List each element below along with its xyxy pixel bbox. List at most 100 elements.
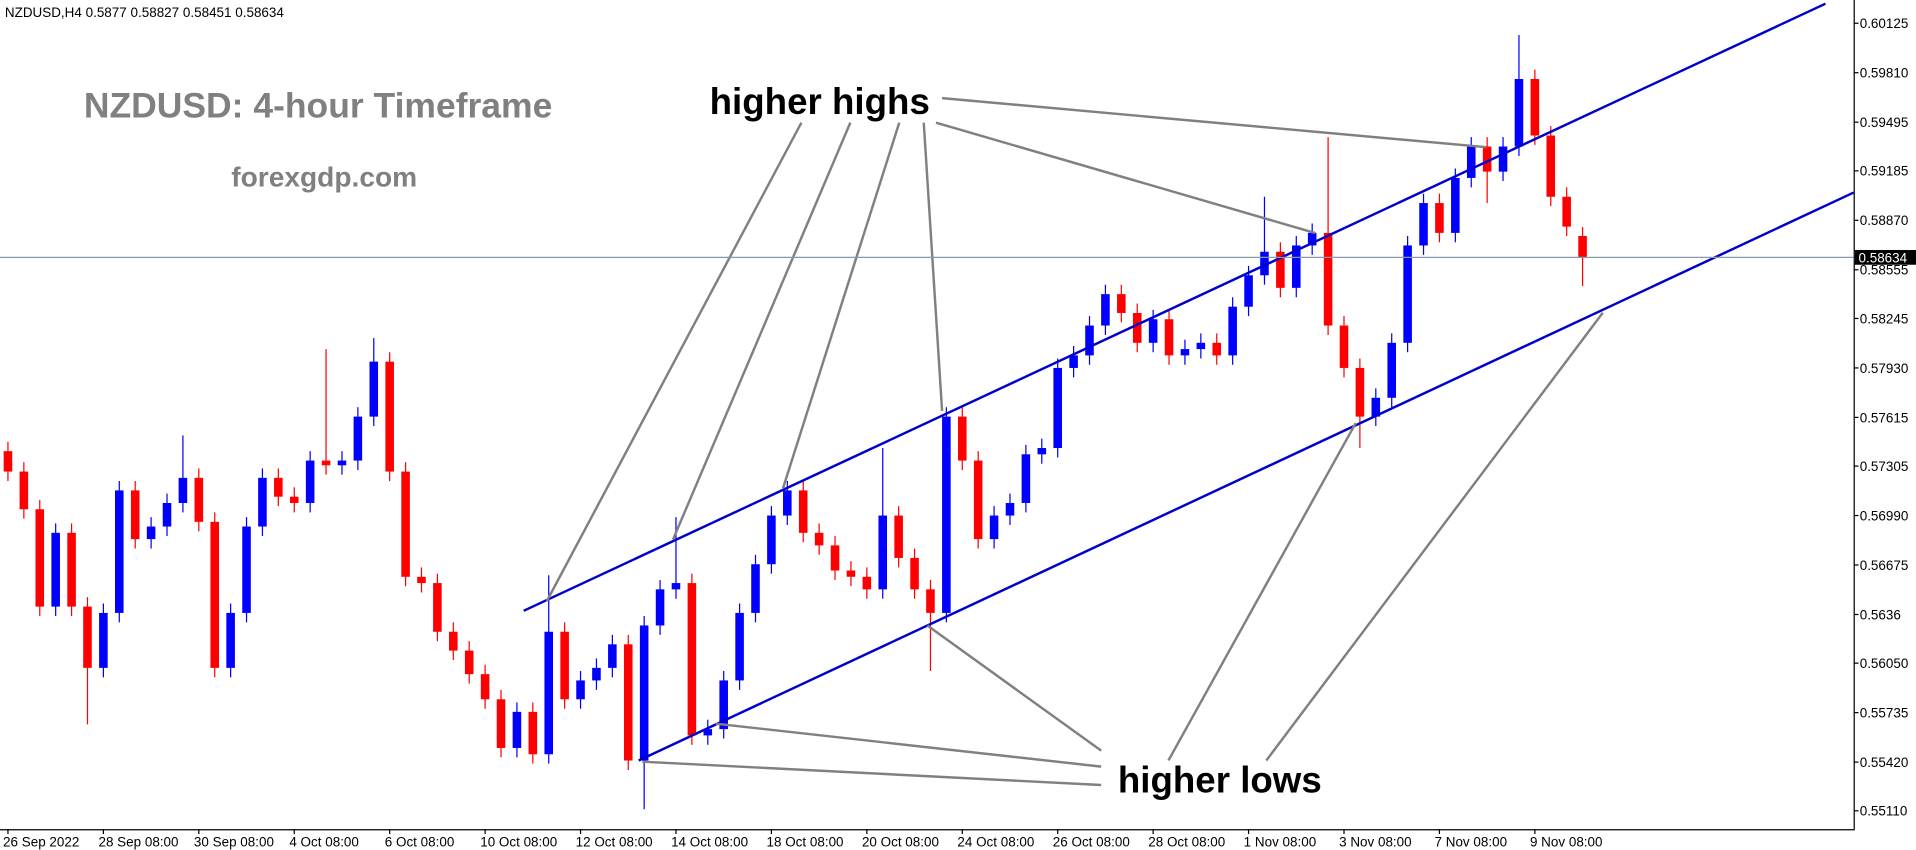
candle-body — [51, 532, 60, 607]
low-price: 0.58451 — [183, 5, 232, 20]
x-tick-label: 18 Oct 08:00 — [767, 834, 844, 849]
symbol-info: NZDUSD,H4 0.5877 0.58827 0.58451 0.58634 — [5, 5, 285, 20]
candle-body — [289, 496, 299, 503]
pointer-line — [1167, 422, 1357, 762]
y-tick-label: 0.57930 — [1860, 361, 1909, 376]
candle-body — [1466, 146, 1476, 178]
candle-body — [1435, 203, 1444, 233]
pointer-line — [545, 122, 803, 602]
x-tick-label: 7 Nov 08:00 — [1435, 834, 1508, 849]
pointer-line — [922, 122, 944, 411]
candle-body — [655, 589, 665, 626]
candle-body — [1514, 78, 1524, 147]
upper-channel-line — [523, 2, 1826, 612]
candle-body — [35, 509, 45, 607]
x-tick-label: 3 Nov 08:00 — [1339, 834, 1412, 849]
candle-body — [1260, 251, 1269, 276]
y-tick-label: 0.56675 — [1860, 558, 1909, 573]
x-tick-label: 24 Oct 08:00 — [957, 834, 1034, 849]
candle-body — [385, 361, 394, 472]
x-tick-label: 12 Oct 08:00 — [576, 834, 653, 849]
candle-body — [1228, 306, 1237, 356]
pointer-line — [1265, 312, 1604, 762]
candle-body — [639, 625, 649, 761]
x-tick-label: 10 Oct 08:00 — [480, 834, 557, 849]
candle-body — [687, 583, 697, 736]
candle-body — [846, 570, 856, 577]
candle-body — [194, 477, 204, 522]
candle-body — [1037, 448, 1047, 455]
candle-body — [973, 460, 983, 540]
candle-body — [798, 490, 808, 533]
candle-body — [417, 576, 426, 584]
current-price-label: 0.58634 — [1858, 250, 1907, 265]
higher-lows-pointers — [642, 312, 1604, 787]
candle-body — [1101, 294, 1110, 326]
x-tick-label: 14 Oct 08:00 — [671, 834, 748, 849]
candle-body — [1419, 203, 1428, 246]
candle-body — [449, 631, 458, 651]
annotation: higher highs — [710, 81, 930, 122]
candle-body — [162, 502, 172, 527]
candle-body — [814, 532, 824, 546]
candle-body — [989, 515, 999, 540]
y-tick-label: 0.5636 — [1860, 607, 1901, 622]
y-tick-label: 0.58555 — [1860, 263, 1909, 278]
candle-body — [1148, 319, 1158, 343]
y-tick-label: 0.59495 — [1860, 115, 1909, 130]
open-price: 0.5877 — [86, 5, 127, 20]
chart-subtitle: forexgdp.com — [231, 160, 417, 192]
candle-body — [19, 471, 29, 510]
y-tick-label: 0.57305 — [1860, 459, 1909, 474]
candle-body — [671, 583, 681, 590]
y-tick-label: 0.55420 — [1860, 755, 1909, 770]
candle-body — [242, 526, 251, 613]
candle-body — [1196, 342, 1206, 350]
x-tick-label: 1 Nov 08:00 — [1244, 834, 1317, 849]
candle-body — [480, 674, 490, 700]
candle-body — [957, 416, 967, 461]
candle-body — [1069, 355, 1078, 368]
candle-body — [735, 612, 744, 681]
y-tick-label: 0.60125 — [1860, 16, 1909, 31]
candle-body — [1339, 325, 1349, 368]
candle-body — [1387, 342, 1396, 398]
annotation: higher lows — [1118, 759, 1322, 800]
candle-body — [910, 557, 919, 590]
candle-body — [274, 477, 283, 497]
candle-body — [1164, 319, 1174, 356]
x-tick-label: 30 Sep 08:00 — [194, 834, 274, 849]
candle-body — [1212, 342, 1222, 356]
x-tick-label: 20 Oct 08:00 — [862, 834, 939, 849]
chart-title: NZDUSD: 4-hour Timeframe — [84, 86, 552, 126]
candle-body — [258, 477, 267, 527]
candle-body — [1482, 146, 1492, 172]
candle-body — [1291, 245, 1301, 288]
candle-body — [544, 631, 554, 755]
candle-body — [1132, 312, 1142, 343]
candle-body — [767, 515, 776, 565]
candle-body — [1005, 502, 1015, 516]
candle-body — [353, 416, 363, 461]
candle-body — [1562, 196, 1571, 227]
candle-body — [512, 711, 522, 748]
x-tick-label: 28 Sep 08:00 — [98, 834, 178, 849]
candle-body — [1355, 367, 1365, 417]
candle-body — [99, 612, 108, 668]
candle-body — [83, 606, 92, 668]
candle-body — [433, 583, 442, 632]
y-tick-label: 0.55110 — [1860, 804, 1908, 819]
y-tick-label: 0.59185 — [1860, 164, 1909, 179]
candle-body — [1371, 397, 1381, 417]
candle-body — [608, 644, 617, 668]
higher-highs-pointers — [545, 96, 1487, 602]
candle-body — [1578, 236, 1587, 258]
candle-body — [1498, 146, 1508, 172]
candle-body — [1276, 251, 1285, 288]
candle-body — [1244, 275, 1253, 307]
pointer-line — [926, 624, 1102, 752]
pointer-line — [642, 760, 1102, 787]
candle-body — [1451, 177, 1460, 233]
y-tick-label: 0.56990 — [1860, 508, 1909, 523]
